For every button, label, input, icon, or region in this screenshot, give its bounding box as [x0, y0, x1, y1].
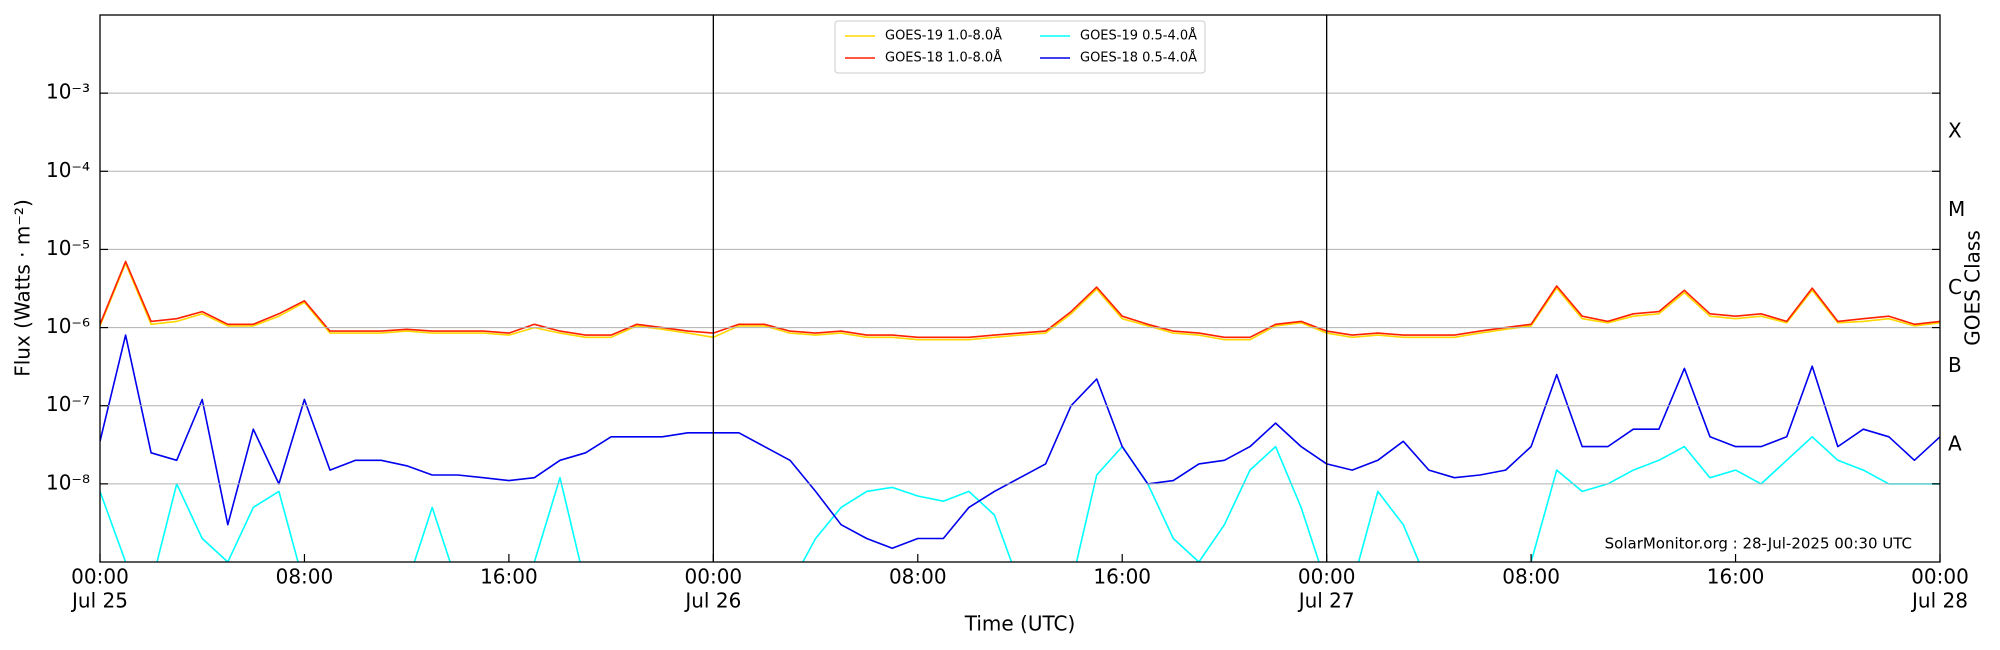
legend-label: GOES-18 1.0-8.0Å [885, 50, 1002, 66]
x-tick-date: Jul 27 [1297, 589, 1355, 613]
y-axis-label: Flux (Watts · m⁻²) [11, 199, 35, 377]
y-tick-label: 10⁻⁸ [46, 470, 90, 494]
x-tick-label: 16:00 [1093, 565, 1151, 589]
y2-axis-label: GOES Class [1961, 230, 1985, 346]
x-tick-label: 16:00 [480, 565, 538, 589]
x-tick-label: 00:00 [1911, 565, 1969, 589]
x-tick-label: 16:00 [1707, 565, 1765, 589]
x-axis-label: Time (UTC) [964, 612, 1076, 636]
x-tick-date: Jul 26 [683, 589, 741, 613]
plot-lines [100, 260, 1940, 562]
x-tick-date: Jul 28 [1910, 589, 1968, 613]
y2-tick-label: B [1948, 353, 1962, 377]
y2-tick-label: X [1948, 119, 1962, 143]
y-tick-label: 10⁻³ [46, 80, 90, 104]
y2-tick-label: M [1948, 197, 1965, 221]
legend-label: GOES-19 1.0-8.0Å [885, 28, 1002, 44]
y-tick-label: 10⁻⁷ [46, 392, 90, 416]
x-tick-label: 08:00 [276, 565, 334, 589]
y-tick-label: 10⁻⁵ [46, 236, 90, 260]
legend-label: GOES-19 0.5-4.0Å [1080, 28, 1197, 44]
x-tick-label: 00:00 [71, 565, 129, 589]
x-tick-label: 00:00 [1298, 565, 1356, 589]
x-tick-label: 08:00 [1502, 565, 1560, 589]
plot-frame [99, 14, 1941, 563]
y-tick-label: 10⁻⁴ [46, 158, 90, 182]
y2-tick-label: C [1948, 275, 1962, 299]
annotation: SolarMonitor.org : 28-Jul-2025 00:30 UTC [1605, 535, 1912, 553]
x-tick-label: 08:00 [889, 565, 947, 589]
x-tick-label: 00:00 [685, 565, 743, 589]
series-line [100, 260, 1940, 339]
series-line [100, 334, 1940, 549]
x-tick-date: Jul 25 [70, 589, 128, 613]
series-line [100, 436, 1940, 562]
legend-box [834, 20, 1206, 74]
legend-label: GOES-18 0.5-4.0Å [1080, 50, 1197, 66]
y-tick-label: 10⁻⁶ [46, 314, 90, 338]
y2-tick-label: A [1948, 431, 1962, 455]
series-line [100, 262, 1940, 341]
